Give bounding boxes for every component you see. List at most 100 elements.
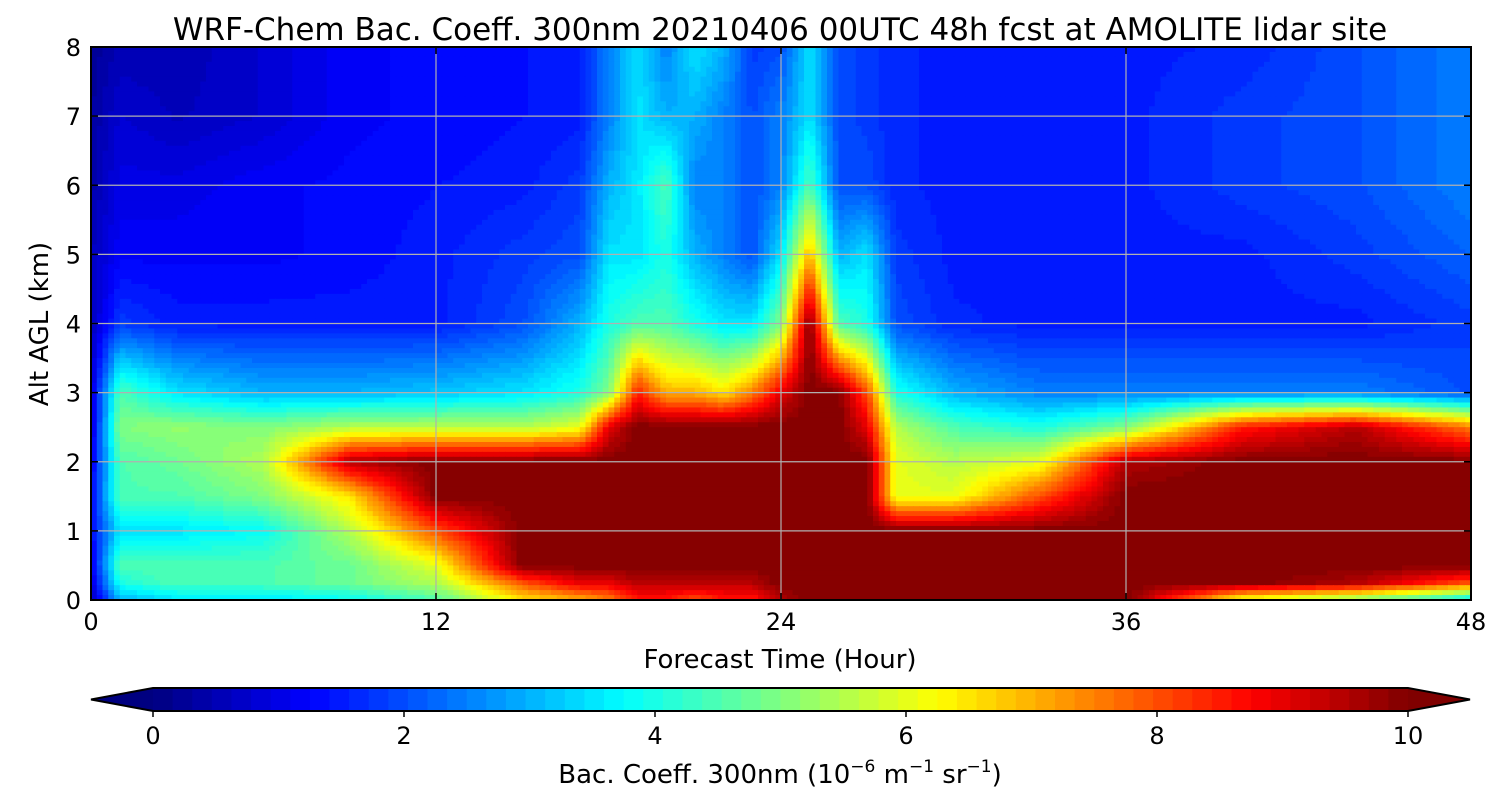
heatmap-cell [402,126,408,132]
heatmap-cell [1051,101,1057,107]
heatmap-cell [1057,57,1063,63]
heatmap-cell [120,52,126,58]
heatmap-cell [459,106,465,112]
heatmap-cell [166,96,172,102]
heatmap-cell [718,67,724,73]
heatmap-cell [361,52,367,58]
heatmap-cell [626,96,632,102]
heatmap-cell [1276,136,1282,142]
heatmap-cell [1057,82,1063,88]
heatmap-cell [1281,96,1287,102]
heatmap-cell [1115,52,1121,58]
heatmap-cell [120,126,126,132]
heatmap-cell [143,87,149,93]
heatmap-cell [298,77,304,83]
heatmap-cell [603,72,609,78]
heatmap-cell [315,87,321,93]
heatmap-cell [764,141,770,147]
heatmap-cell [292,136,298,142]
heatmap-cell [1051,106,1057,112]
heatmap-cell [1126,146,1132,152]
heatmap-cell [103,101,109,107]
heatmap-cell [626,52,632,58]
heatmap-cell [660,116,666,122]
heatmap-cell [488,52,494,58]
heatmap-cell [1063,72,1069,78]
heatmap-cell [1143,131,1149,137]
heatmap-cell [655,67,661,73]
heatmap-cell [931,121,937,127]
heatmap-cell [1063,136,1069,142]
heatmap-cell [1281,82,1287,88]
heatmap-cell [1235,141,1241,147]
heatmap-cell [344,101,350,107]
heatmap-cell [390,77,396,83]
heatmap-cell [1115,67,1121,73]
heatmap-cell [1143,126,1149,132]
heatmap-cell [574,121,580,127]
heatmap-cell [218,87,224,93]
heatmap-cell [333,121,339,127]
heatmap-cell [212,141,218,147]
heatmap-cell [1322,96,1328,102]
heatmap-cell [798,96,804,102]
heatmap-cell [637,96,643,102]
heatmap-cell [982,82,988,88]
heatmap-cell [1000,131,1006,137]
heatmap-cell [419,121,425,127]
heatmap-cell [1362,136,1368,142]
heatmap-cell [1103,57,1109,63]
heatmap-cell [580,52,586,58]
heatmap-cell [160,131,166,137]
heatmap-cell [1373,126,1379,132]
heatmap-cell [1092,87,1098,93]
heatmap-cell [482,82,488,88]
heatmap-cell [1138,72,1144,78]
heatmap-cell [476,67,482,73]
heatmap-cell [954,141,960,147]
heatmap-cell [189,136,195,142]
heatmap-cell [1161,141,1167,147]
heatmap-cell [925,57,931,63]
heatmap-cell [603,131,609,137]
heatmap-cell [804,141,810,147]
heatmap-cell [390,87,396,93]
heatmap-cell [971,146,977,152]
heatmap-cell [1230,136,1236,142]
heatmap-cell [637,87,643,93]
heatmap-cell [1189,87,1195,93]
heatmap-cell [350,72,356,78]
heatmap-cell [534,91,540,97]
heatmap-cell [747,77,753,83]
heatmap-cell [350,116,356,122]
heatmap-cell [413,77,419,83]
heatmap-cell [1442,87,1448,93]
heatmap-cell [1184,77,1190,83]
heatmap-cell [683,126,689,132]
heatmap-cell [580,62,586,68]
heatmap-cell [200,101,206,107]
heatmap-cell [522,57,528,63]
heatmap-cell [724,106,730,112]
heatmap-cell [1017,52,1023,58]
heatmap-cell [1126,141,1132,147]
heatmap-cell [885,57,891,63]
heatmap-cell [258,72,264,78]
heatmap-cell [1253,101,1259,107]
heatmap-cell [597,131,603,137]
heatmap-cell [402,87,408,93]
heatmap-cell [1143,121,1149,127]
heatmap-cell [177,77,183,83]
heatmap-cell [315,136,321,142]
heatmap-cell [1408,77,1414,83]
heatmap-cell [1258,91,1264,97]
heatmap-cell [200,67,206,73]
heatmap-cell [494,136,500,142]
heatmap-cell [965,146,971,152]
heatmap-cell [287,136,293,142]
heatmap-cell [350,57,356,63]
heatmap-cell [321,67,327,73]
heatmap-cell [1454,121,1460,127]
heatmap-cell [402,67,408,73]
heatmap-cell [850,62,856,68]
